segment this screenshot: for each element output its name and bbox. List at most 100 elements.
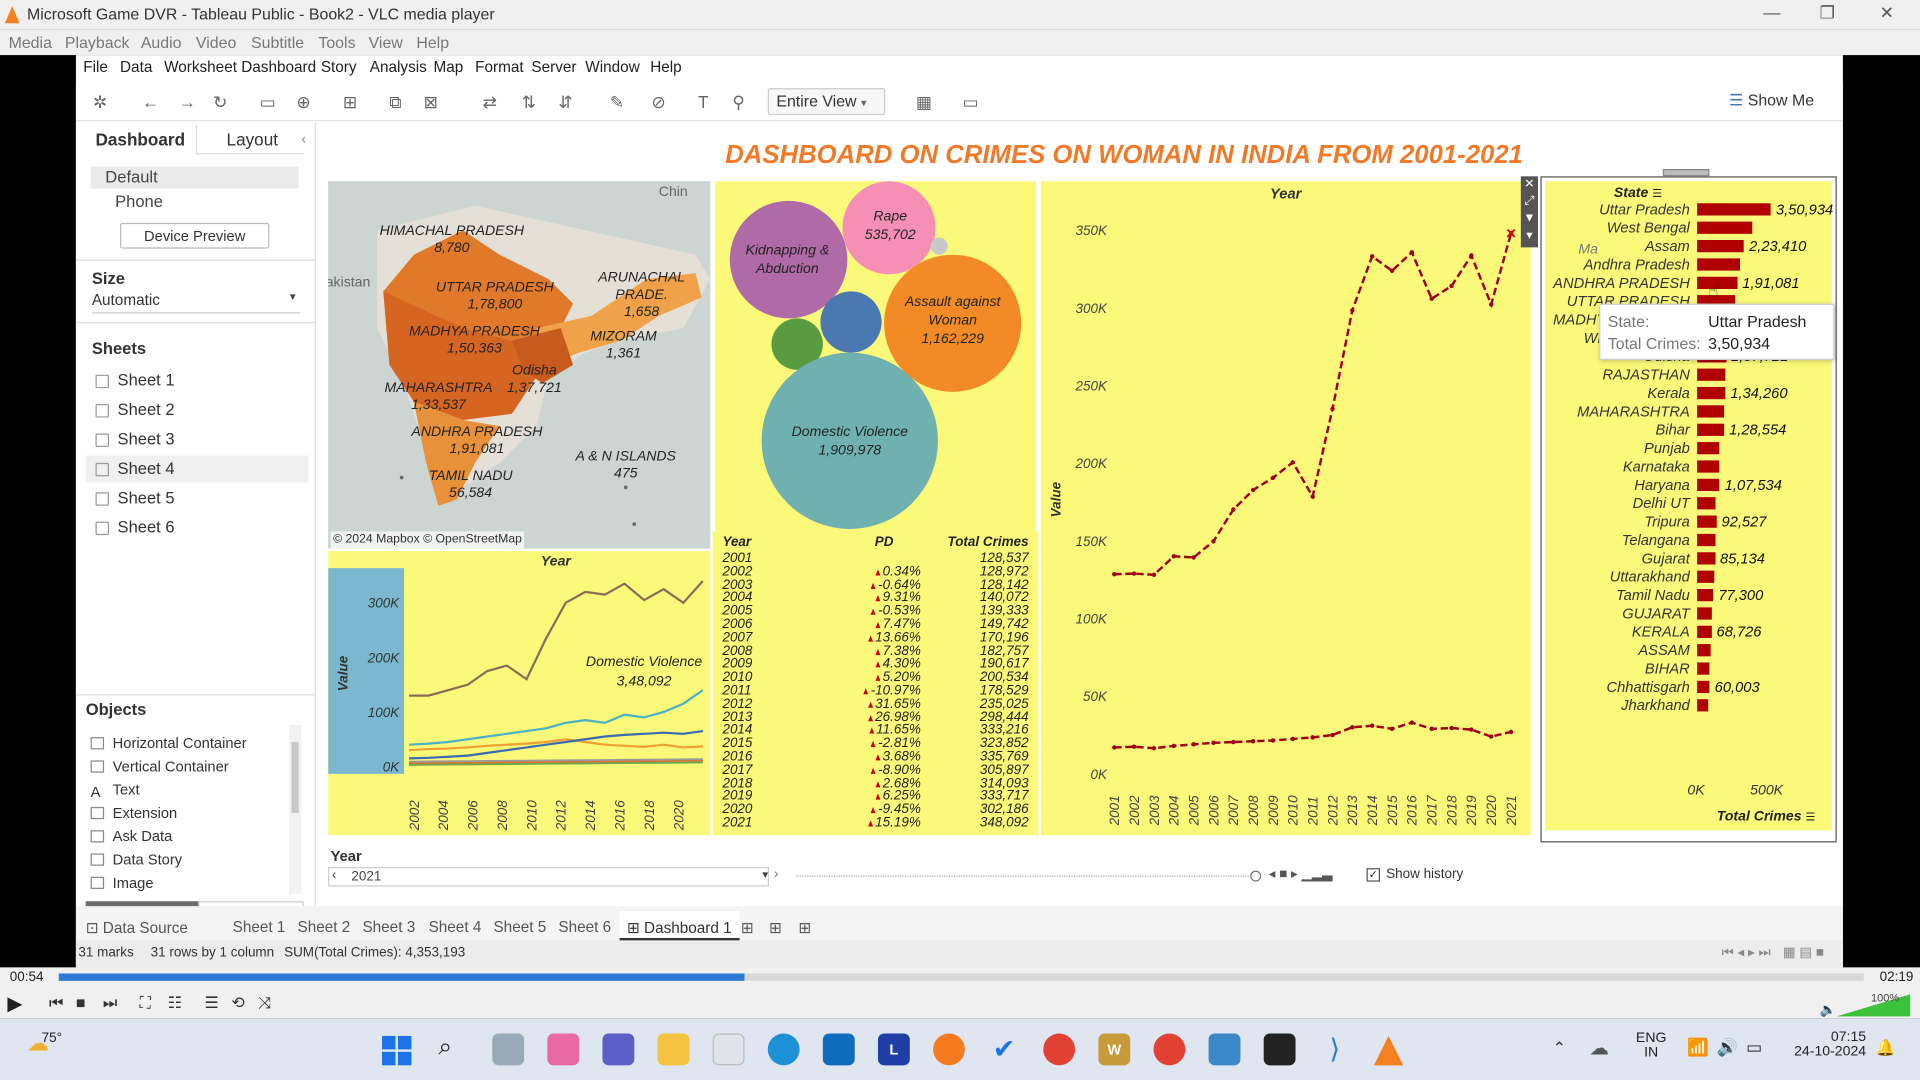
device-default[interactable]: Default xyxy=(90,166,299,189)
bar-mark[interactable] xyxy=(1697,644,1711,657)
sheet-item-2[interactable]: Sheet 2 xyxy=(86,397,309,424)
fullscreen-icon[interactable]: ⛶ xyxy=(139,993,151,1012)
tab-sheet-6[interactable]: Sheet 6 xyxy=(558,918,612,936)
search-icon[interactable]: ⌕ xyxy=(438,1033,453,1061)
photos-icon[interactable] xyxy=(1208,1033,1241,1066)
bar-mark[interactable] xyxy=(1697,258,1741,271)
bar-mark[interactable] xyxy=(1697,588,1714,602)
vscode-icon[interactable]: ⟩ xyxy=(1329,1033,1340,1065)
pin-icon[interactable]: ⚲ xyxy=(732,91,745,112)
playback-controls-icon[interactable]: ◂ ■ ▸ ▁▂▃ xyxy=(1268,866,1333,882)
tab-sheet-1[interactable]: Sheet 1 xyxy=(232,918,286,936)
prev-icon[interactable]: ⏮ xyxy=(48,993,64,1012)
battery-icon[interactable]: ▭ xyxy=(1746,1037,1763,1057)
bar-mark[interactable] xyxy=(1697,497,1717,510)
chrome-2-icon[interactable] xyxy=(1153,1033,1186,1066)
bar-mark[interactable] xyxy=(1697,203,1772,216)
tmenu-map[interactable]: Map xyxy=(433,58,464,76)
sheet-item-4[interactable]: Sheet 4 xyxy=(85,455,309,483)
store-icon[interactable] xyxy=(712,1033,745,1066)
sheet-floating-controls[interactable]: ✕ ⤢ ▼ ▾ xyxy=(1520,176,1538,248)
add-datasource-icon[interactable]: ⊕ xyxy=(296,91,311,112)
bubble-domestic[interactable] xyxy=(761,352,938,529)
word-icon[interactable]: W xyxy=(1098,1033,1131,1066)
tmenu-dashboard[interactable]: Dashboard xyxy=(241,58,317,76)
minimize-icon[interactable]: — xyxy=(1763,2,1781,23)
bubble-grey[interactable] xyxy=(930,237,948,255)
swap-icon[interactable]: ⇄ xyxy=(482,91,497,112)
menu-tools[interactable]: Tools xyxy=(318,33,356,52)
bar-mark[interactable] xyxy=(1697,386,1726,400)
bar-mark[interactable] xyxy=(1697,423,1725,436)
device-phone[interactable]: Phone xyxy=(115,192,163,211)
tmenu-worksheet[interactable]: Worksheet xyxy=(164,58,237,76)
l-app-icon[interactable]: L xyxy=(877,1033,910,1066)
close-icon[interactable]: ✕ xyxy=(1879,2,1894,23)
tableau-logo-icon[interactable]: ✲ xyxy=(93,91,108,112)
new-story-tab-icon[interactable]: ⊞ xyxy=(798,919,812,937)
bar-mark[interactable] xyxy=(1697,368,1726,381)
extended-settings-icon[interactable]: ☷ xyxy=(167,993,183,1012)
speaker-icon[interactable]: 🔊 xyxy=(1716,1037,1739,1057)
new-dashboard-tab-icon[interactable]: ⊞ xyxy=(768,919,782,937)
highlight-icon[interactable]: ✎ xyxy=(609,91,625,112)
bar-mark[interactable] xyxy=(1697,699,1709,712)
menu-help[interactable]: Help xyxy=(416,33,450,52)
group-icon[interactable]: ⊘ xyxy=(651,91,666,112)
outlook-icon[interactable] xyxy=(822,1033,855,1066)
volume-slider[interactable] xyxy=(1836,994,1911,1017)
redo-icon[interactable]: ↻ xyxy=(213,91,228,112)
tmenu-help[interactable]: Help xyxy=(650,58,682,76)
bar-mark[interactable] xyxy=(1697,276,1738,289)
clear-sheet-icon[interactable]: ⊠ xyxy=(423,91,439,112)
maximize-icon[interactable]: ❐ xyxy=(1819,2,1835,23)
menu-video[interactable]: Video xyxy=(195,33,237,52)
notification-icon[interactable]: 🔔 xyxy=(1875,1038,1896,1057)
bar-mark[interactable] xyxy=(1697,625,1712,638)
duplicate-icon[interactable]: ⧉ xyxy=(389,91,402,112)
bar-mark[interactable] xyxy=(1697,405,1725,418)
loop-icon[interactable]: ⟲ xyxy=(231,993,245,1012)
menu-view[interactable]: View xyxy=(368,33,403,52)
tab-sheet-4[interactable]: Sheet 4 xyxy=(428,918,482,936)
start-icon[interactable] xyxy=(382,1035,412,1066)
object-horizontal-container[interactable]: Horizontal Container xyxy=(86,735,247,752)
new-sheet-icon[interactable]: ⊞ xyxy=(342,91,358,112)
chrome-icon[interactable] xyxy=(1043,1033,1076,1066)
tab-sheet-2[interactable]: Sheet 2 xyxy=(297,918,351,936)
shuffle-icon[interactable]: ⤨ xyxy=(258,993,272,1012)
device-preview-button[interactable]: Device Preview xyxy=(120,222,270,249)
tmenu-window[interactable]: Window xyxy=(585,58,640,76)
play-icon[interactable]: ▶ xyxy=(7,994,23,1016)
sort-desc-icon[interactable]: ⇵ xyxy=(558,91,573,112)
bar-mark[interactable] xyxy=(1697,570,1714,583)
language-indicator[interactable]: ENG IN xyxy=(1635,1031,1667,1061)
sort-asc-icon[interactable]: ⇅ xyxy=(521,91,537,112)
onedrive-icon[interactable]: ☁ xyxy=(1589,1038,1609,1060)
playlist-icon[interactable]: ☰ xyxy=(204,993,219,1012)
tab-dashboard-1[interactable]: ⊞ Dashboard 1 xyxy=(619,911,740,941)
label-icon[interactable]: T xyxy=(697,91,709,112)
sheet-item-5[interactable]: Sheet 5 xyxy=(86,485,309,512)
clock[interactable]: 07:15 24-10-2024 xyxy=(1794,1029,1867,1060)
stop-icon[interactable]: ■ xyxy=(75,993,86,1012)
show-history-checkbox[interactable]: ✓ xyxy=(1366,868,1381,882)
bubble-assault[interactable] xyxy=(884,254,1022,392)
year-filter-select[interactable]: ‹ 2021 ▼ xyxy=(328,866,770,887)
tab-dashboard[interactable]: Dashboard xyxy=(95,129,186,150)
bar-mark[interactable] xyxy=(1697,662,1710,675)
terminal-icon[interactable] xyxy=(1263,1033,1296,1066)
bar-mark[interactable] xyxy=(1697,607,1712,620)
collapse-icon[interactable]: ‹ xyxy=(301,129,307,147)
object-ask-data[interactable]: Ask Data xyxy=(86,828,172,845)
vlc-taskbar-icon[interactable] xyxy=(1373,1035,1404,1066)
india-map[interactable]: Chin akistan HIMACHAL PRADESH 8,780 UTTAR… xyxy=(328,181,711,549)
object-text[interactable]: A Text xyxy=(90,781,140,801)
bar-footer[interactable]: Total Crimes ☰ xyxy=(1716,809,1816,825)
year-slider-track[interactable] xyxy=(795,875,1249,877)
bar-mark[interactable] xyxy=(1697,552,1716,565)
tmenu-server[interactable]: Server xyxy=(531,58,577,76)
tab-sheet-5[interactable]: Sheet 5 xyxy=(493,918,547,936)
bar-header[interactable]: State ☰ xyxy=(1613,186,1663,201)
object-image[interactable]: Image xyxy=(86,874,154,891)
